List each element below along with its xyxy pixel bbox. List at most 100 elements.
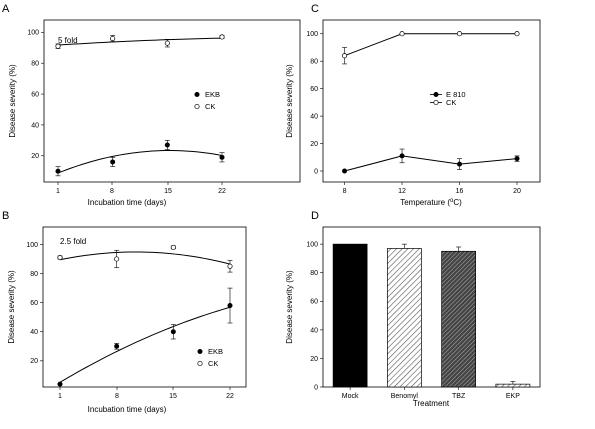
data-point <box>457 161 463 167</box>
data-point <box>399 153 405 159</box>
x-axis-label: Incubation time (days) <box>88 198 167 207</box>
data-point <box>342 53 348 59</box>
data-point <box>342 168 348 174</box>
x-axis-label: Treatment <box>413 399 450 408</box>
panel-label: C <box>311 3 319 15</box>
y-tick-label: 60 <box>310 299 318 306</box>
fit-curve <box>57 37 223 46</box>
y-tick-label: 100 <box>306 242 318 249</box>
y-tick-label: 20 <box>31 153 39 160</box>
x-tick-label: 15 <box>169 393 177 400</box>
legend-marker <box>433 99 439 106</box>
panel-label: D <box>311 210 319 222</box>
y-tick-label: 40 <box>31 122 39 129</box>
data-point <box>110 159 116 165</box>
bar-mock <box>332 243 368 388</box>
data-point <box>114 343 120 349</box>
x-axis-label-main: Temperature ( <box>400 198 450 207</box>
panel-label: A <box>2 3 10 15</box>
legend-marker <box>197 348 203 354</box>
legend-marker <box>194 92 200 98</box>
data-point <box>110 35 116 42</box>
category-label: Benomyl <box>391 393 419 400</box>
series-line <box>344 33 518 57</box>
panel-a: A 20 40 60 80 100 1 8 15 22 Incubation time (days)… <box>2 3 301 207</box>
fold-annotation: 5 fold <box>58 36 78 45</box>
data-point <box>170 329 176 335</box>
y-tick-label: 80 <box>310 270 318 277</box>
y-tick-label: 40 <box>310 114 318 121</box>
legend-label: E 810 <box>446 90 466 99</box>
plot-frame <box>42 226 247 388</box>
series-ekb: EKB <box>55 90 225 177</box>
y-tick-label: 80 <box>31 61 39 68</box>
plot-frame <box>322 226 541 388</box>
x-axis-label: Temperature (oC) <box>400 198 462 207</box>
data-point <box>227 303 233 309</box>
x-tick-label: 1 <box>58 393 62 400</box>
data-point <box>170 244 176 250</box>
fold-annotation: 2.5 fold <box>60 237 86 246</box>
data-point <box>456 31 463 37</box>
data-point <box>55 43 61 49</box>
y-tick-label: 0 <box>314 168 318 175</box>
y-axis-label: Disease severity (%) <box>7 270 16 344</box>
x-tick-label: 1 <box>56 188 60 195</box>
series-ck: CK <box>342 31 520 107</box>
panel-label: B <box>2 210 9 222</box>
data-point <box>514 156 520 162</box>
data-point <box>55 168 61 174</box>
x-tick-label: 15 <box>164 188 172 195</box>
data-point <box>164 142 170 148</box>
fit-curve <box>57 150 223 174</box>
legend-label: CK <box>205 102 215 111</box>
bar-tbz <box>441 250 476 388</box>
x-axis-label-degree: o <box>450 198 454 204</box>
legend-label: EKB <box>208 347 223 356</box>
category-label: TBZ <box>452 393 466 400</box>
x-tick-label: 12 <box>398 188 406 195</box>
y-tick-label: 80 <box>30 271 38 278</box>
y-tick-label: 100 <box>27 30 39 37</box>
legend-marker <box>194 103 200 110</box>
panel-b: B 20 40 60 80 100 1 8 15 22 Incubation time (days)… <box>2 210 247 414</box>
series-ck: CK <box>57 244 233 368</box>
x-tick-label: 8 <box>115 393 119 400</box>
y-tick-label: 40 <box>310 327 318 334</box>
bar-benomyl <box>387 248 422 388</box>
legend-marker <box>197 360 203 367</box>
y-tick-label: 60 <box>30 300 38 307</box>
y-tick-label: 100 <box>306 31 318 38</box>
x-axis-label: Incubation time (days) <box>88 405 167 414</box>
fit-curve <box>59 251 231 265</box>
legend-label: CK <box>446 98 456 107</box>
data-point <box>399 31 405 37</box>
panel-c: C 0 20 40 60 80 100 8 12 16 20 Temperature (oC) Dise… <box>285 3 541 207</box>
x-tick-label: 20 <box>513 188 521 195</box>
y-tick-label: 20 <box>30 358 38 365</box>
y-tick-label: 20 <box>310 141 318 148</box>
x-axis-label-unit: C) <box>453 198 462 207</box>
panel-d: D 0 20 40 60 80 100 Mock Benomyl TBZ EKP Treatment D… <box>285 210 541 408</box>
x-tick-label: 22 <box>226 393 234 400</box>
fit-curve <box>59 306 231 383</box>
y-tick-label: 0 <box>314 384 318 391</box>
x-tick-label: 8 <box>343 188 347 195</box>
y-tick-label: 60 <box>31 91 39 98</box>
series-line <box>344 155 518 172</box>
y-axis-label: Disease severity (%) <box>285 270 294 344</box>
plot-frame <box>322 19 541 183</box>
y-tick-label: 40 <box>30 329 38 336</box>
legend-marker <box>433 92 439 98</box>
data-point <box>57 254 63 261</box>
y-tick-label: 100 <box>26 242 38 249</box>
data-point <box>514 31 520 37</box>
y-axis-label: Disease severity (%) <box>8 64 17 138</box>
data-point <box>227 263 233 269</box>
series-ekb: EKB <box>57 287 233 387</box>
category-label: Mock <box>342 393 359 400</box>
series-e-810: E 810 <box>342 90 520 174</box>
data-point <box>164 40 170 46</box>
y-axis-label: Disease severity (%) <box>285 64 294 138</box>
